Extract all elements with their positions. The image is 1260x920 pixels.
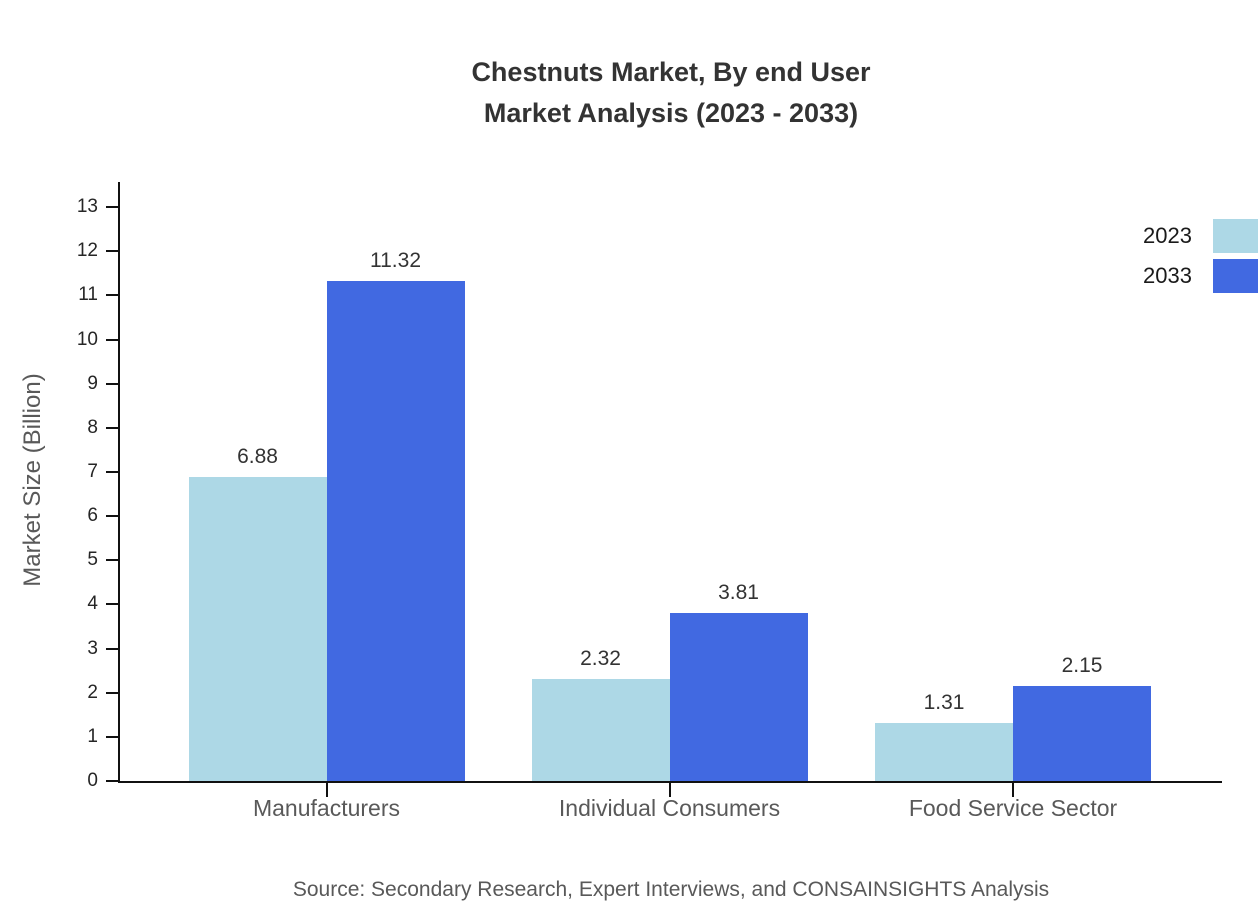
bar-value-label: 1.31 — [923, 691, 965, 715]
category-label: Manufacturers — [252, 795, 400, 821]
y-axis-line — [118, 182, 120, 783]
legend-item: 2033 — [1143, 259, 1258, 293]
legend-item: 2023 — [1143, 219, 1258, 253]
y-axis-tick-label: 4 — [87, 593, 98, 615]
y-axis-tick-label: 12 — [76, 240, 98, 262]
y-axis-tick — [106, 515, 118, 518]
y-axis-tick — [106, 470, 118, 473]
y-axis-tick-label: 1 — [87, 725, 98, 747]
y-axis-tick — [106, 338, 118, 341]
y-axis-tick-label: 9 — [87, 372, 98, 394]
y-axis-tick — [106, 559, 118, 562]
bar-2023 — [188, 477, 327, 781]
y-axis-tick-label: 5 — [87, 549, 98, 571]
chart-title-line2: Market Analysis (2023 - 2033) — [483, 98, 859, 128]
y-axis-tick-label: 10 — [76, 328, 98, 350]
bar-2033 — [326, 281, 465, 781]
x-axis-tick — [325, 783, 328, 797]
y-axis-tick — [106, 382, 118, 385]
chart-title: Chestnuts Market, By end User Market Ana… — [120, 52, 1222, 134]
legend-swatch — [1213, 259, 1258, 293]
bar-2033 — [1013, 686, 1151, 781]
category-label: Food Service Sector — [908, 795, 1118, 821]
chart-title-line1: Chestnuts Market, By end User — [471, 57, 871, 87]
category-label: Individual Consumers — [558, 795, 781, 821]
legend: 2023 2033 — [1143, 219, 1258, 299]
y-axis-tick — [106, 294, 118, 297]
y-axis-tick-label: 13 — [76, 196, 98, 218]
x-axis-line — [118, 781, 1222, 783]
y-axis-tick — [106, 647, 118, 650]
bar-value-label: 2.32 — [580, 646, 621, 670]
y-axis-tick — [106, 780, 118, 782]
y-axis-tick-label: 2 — [87, 681, 98, 703]
bar-2023 — [875, 723, 1013, 781]
y-axis-tick-label: 6 — [87, 505, 98, 527]
bar-value-label: 2.15 — [1061, 654, 1103, 678]
bar-2023 — [531, 678, 670, 781]
source-note: Source: Secondary Research, Expert Inter… — [292, 878, 1050, 901]
y-axis-tick-label: 11 — [78, 284, 98, 306]
y-axis-tick-label: 7 — [87, 460, 98, 482]
y-axis-tick-label: 0 — [87, 770, 98, 791]
y-axis-tick — [106, 206, 118, 209]
y-axis-tick-label: 8 — [87, 416, 98, 438]
bar-value-label: 11.32 — [370, 249, 421, 273]
bar-2033 — [669, 612, 808, 781]
x-axis-tick — [668, 783, 671, 797]
y-axis-tick — [106, 735, 118, 738]
y-axis-tick — [106, 603, 118, 606]
bar-value-label: 3.81 — [718, 580, 759, 604]
y-axis-tick — [106, 691, 118, 694]
y-axis-tick — [106, 426, 118, 429]
bar-value-label: 6.88 — [237, 445, 278, 469]
y-axis-tick-label: 3 — [87, 637, 98, 659]
x-axis-tick — [1012, 783, 1014, 797]
y-axis-tick — [106, 250, 118, 253]
legend-label: 2033 — [1143, 263, 1192, 288]
legend-label: 2023 — [1143, 223, 1192, 248]
legend-swatch — [1213, 219, 1258, 253]
